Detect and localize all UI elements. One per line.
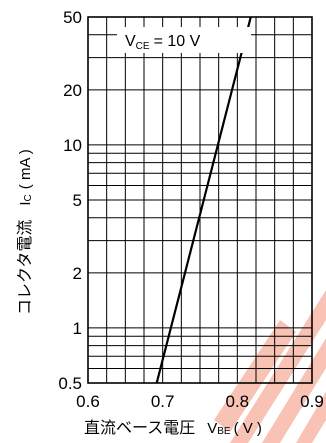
y-axis-label-unit: ( mA ) xyxy=(17,149,34,189)
plot-frame xyxy=(87,16,313,384)
x-axis-label-subscript: BE xyxy=(217,426,231,437)
y-axis-label-symbol: I xyxy=(17,201,34,205)
watermark-stripe xyxy=(296,392,326,443)
annotation-background xyxy=(117,27,251,53)
x-tick-label: 0.8 xyxy=(226,392,250,411)
watermark-stripe xyxy=(214,320,296,432)
y-tick-label: 0.5 xyxy=(58,374,82,393)
annotation: VCE = 10 V xyxy=(117,27,251,53)
annotation-value: = 10 V xyxy=(154,33,201,50)
x-tick-label: 0.9 xyxy=(300,392,324,411)
watermark-stripe xyxy=(262,338,326,443)
y-axis-label-subscript: C xyxy=(23,194,34,201)
chart-grid xyxy=(88,17,312,383)
x-axis-label-unit: ( V ) xyxy=(234,420,262,437)
watermark xyxy=(214,290,326,443)
chart-series xyxy=(155,16,252,384)
x-axis-label-main: 直流ベース電圧 xyxy=(84,418,195,437)
y-tick-label: 2 xyxy=(73,264,82,283)
annotation-symbol: V xyxy=(125,33,136,50)
y-tick-label: 10 xyxy=(63,136,82,155)
y-tick-label: 1 xyxy=(73,319,82,338)
annotation-subscript: CE xyxy=(136,41,150,52)
x-tick-label: 0.6 xyxy=(76,392,100,411)
y-tick-label: 5 xyxy=(73,191,82,210)
x-tick-label: 0.7 xyxy=(151,392,175,411)
x-axis-label-symbol: V xyxy=(207,420,217,437)
y-tick-label: 50 xyxy=(63,8,82,27)
y-tick-label: 20 xyxy=(63,81,82,100)
y-tick-labels: 0.5 1 2 5 10 20 50 xyxy=(58,8,82,393)
x-axis-label: 直流ベース電圧 VBE( V ) xyxy=(84,418,262,437)
x-tick-labels: 0.6 0.7 0.8 0.9 xyxy=(76,392,324,411)
y-axis-label: コレクタ電流 IC ( mA ) xyxy=(15,149,34,315)
annotation-text: VCE = 10 V xyxy=(125,33,201,52)
series-line xyxy=(155,16,252,384)
y-axis-label-main: コレクタ電流 xyxy=(15,220,34,315)
